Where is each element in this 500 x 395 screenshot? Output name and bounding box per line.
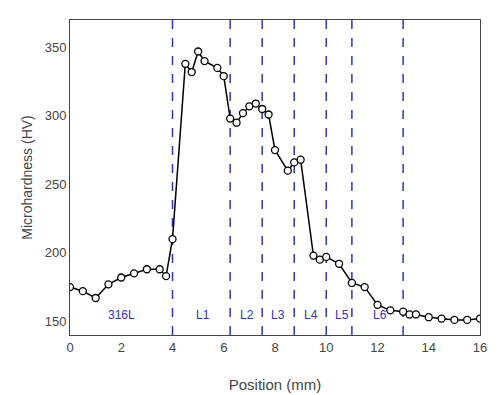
svg-text:250: 250 [45,177,67,192]
svg-text:L6: L6 [373,308,387,322]
svg-text:150: 150 [45,314,67,329]
svg-text:L1: L1 [196,308,210,322]
svg-text:Position (mm): Position (mm) [229,376,322,393]
svg-text:L5: L5 [335,308,349,322]
svg-text:10: 10 [319,340,333,355]
svg-text:L2: L2 [240,308,254,322]
svg-text:300: 300 [45,108,67,123]
svg-text:12: 12 [370,340,384,355]
svg-text:14: 14 [422,340,436,355]
svg-text:316L: 316L [108,308,135,322]
svg-text:200: 200 [45,245,67,260]
svg-text:8: 8 [271,340,278,355]
svg-text:L4: L4 [304,308,318,322]
svg-text:0: 0 [66,340,73,355]
svg-text:L3: L3 [271,308,285,322]
svg-text:350: 350 [45,40,67,55]
svg-text:16: 16 [473,340,487,355]
svg-text:Microhardness (HV): Microhardness (HV) [19,115,35,239]
svg-text:4: 4 [169,340,176,355]
svg-text:2: 2 [118,340,125,355]
svg-text:6: 6 [220,340,227,355]
